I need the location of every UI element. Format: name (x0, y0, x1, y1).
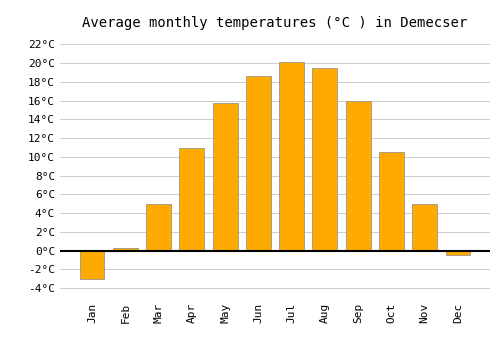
Bar (113, 248, 138, 251)
Bar (279, 62, 304, 251)
Bar (80, 251, 104, 279)
Bar (212, 103, 238, 251)
Bar (312, 68, 338, 251)
Bar (146, 204, 171, 251)
Bar (446, 251, 470, 255)
Title: Average monthly temperatures (°C ) in Demecser: Average monthly temperatures (°C ) in De… (82, 16, 468, 30)
Bar (180, 147, 204, 251)
Bar (246, 76, 271, 251)
Bar (379, 152, 404, 251)
Bar (412, 204, 437, 251)
Bar (346, 101, 370, 251)
